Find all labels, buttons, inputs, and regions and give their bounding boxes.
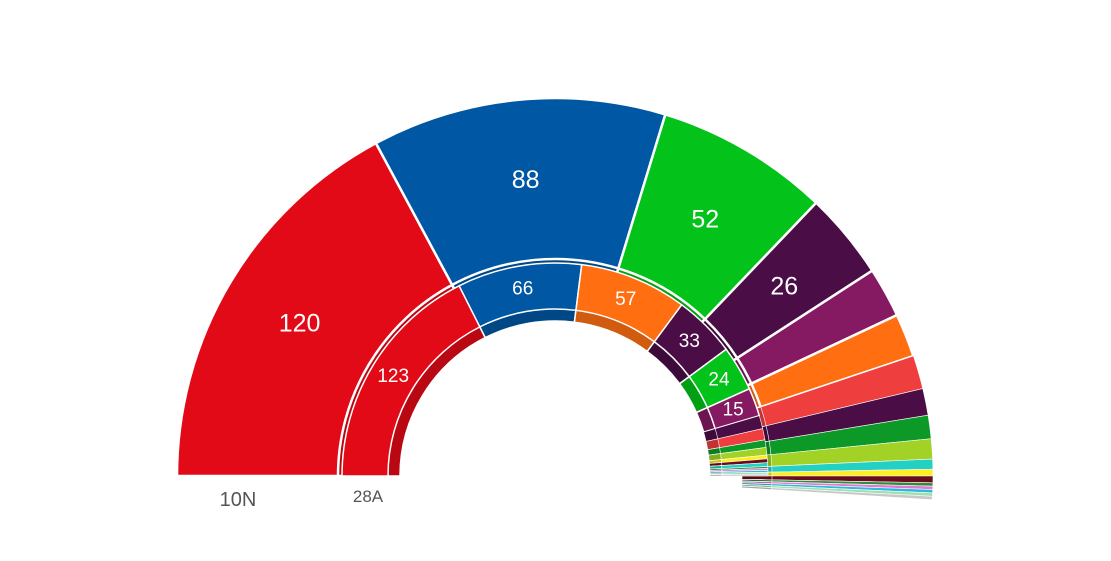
inner-ring: 123 66 57 33 24 15 xyxy=(341,262,769,477)
seat-value-label: 66 xyxy=(512,278,533,299)
seat-value-label: 123 xyxy=(377,366,409,387)
seat-value-label: 88 xyxy=(512,166,540,194)
seat-segment-shade xyxy=(741,485,773,490)
ring-label-28a: 28A xyxy=(352,487,384,506)
ring-label-10n: 10N xyxy=(219,489,257,511)
seat-value-label: 120 xyxy=(279,309,321,337)
seat-value-label: 52 xyxy=(691,205,719,233)
seat-value-label: 33 xyxy=(679,331,700,352)
seat-value-label: 15 xyxy=(723,400,744,421)
seat-value-label: 26 xyxy=(770,272,798,300)
seat-segment-shade xyxy=(709,474,723,477)
seat-value-label: 24 xyxy=(708,370,730,391)
seat-value-label: 57 xyxy=(615,289,636,310)
